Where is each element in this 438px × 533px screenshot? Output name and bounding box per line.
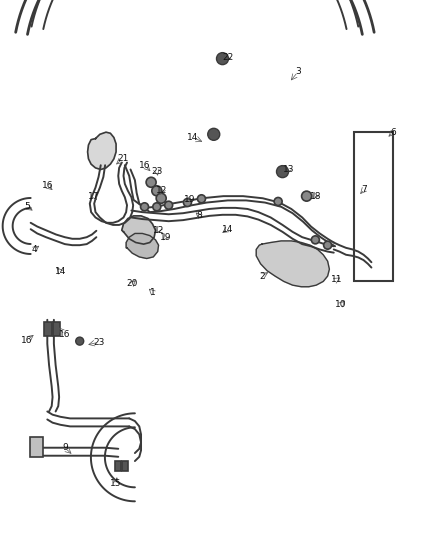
Text: 19: 19 xyxy=(184,196,195,204)
Text: 12: 12 xyxy=(156,187,168,195)
Text: 21: 21 xyxy=(117,155,128,163)
Text: 16: 16 xyxy=(139,161,150,169)
Polygon shape xyxy=(122,216,155,244)
Circle shape xyxy=(216,53,229,64)
Text: 14: 14 xyxy=(222,225,233,233)
Circle shape xyxy=(311,236,319,244)
Text: 20: 20 xyxy=(127,279,138,288)
Text: 16: 16 xyxy=(21,336,33,344)
Circle shape xyxy=(156,193,166,203)
Bar xyxy=(30,437,43,457)
Circle shape xyxy=(76,337,84,345)
Circle shape xyxy=(184,198,191,207)
Text: 22: 22 xyxy=(222,53,233,62)
Text: 16: 16 xyxy=(59,330,71,339)
Text: 23: 23 xyxy=(151,167,162,176)
Text: 2: 2 xyxy=(259,272,265,280)
Text: 8: 8 xyxy=(196,212,202,220)
Bar xyxy=(53,322,60,336)
Text: 5: 5 xyxy=(24,203,30,211)
Circle shape xyxy=(152,186,162,196)
Circle shape xyxy=(165,201,173,209)
Circle shape xyxy=(141,203,148,211)
Text: 14: 14 xyxy=(187,133,198,142)
Bar xyxy=(44,322,52,336)
Circle shape xyxy=(198,195,205,203)
Text: 1: 1 xyxy=(149,288,155,296)
Text: 7: 7 xyxy=(361,185,367,193)
Polygon shape xyxy=(88,132,116,169)
Text: 17: 17 xyxy=(88,192,100,200)
Text: 11: 11 xyxy=(331,276,342,284)
Text: 3: 3 xyxy=(295,68,301,76)
Text: 16: 16 xyxy=(42,181,53,190)
Polygon shape xyxy=(256,241,329,287)
Text: 18: 18 xyxy=(310,192,321,200)
Text: 9: 9 xyxy=(62,443,68,452)
Text: 13: 13 xyxy=(283,165,294,174)
Circle shape xyxy=(324,241,332,249)
Text: 12: 12 xyxy=(153,226,164,235)
Polygon shape xyxy=(126,233,159,259)
Text: 4: 4 xyxy=(32,245,37,254)
Circle shape xyxy=(153,203,161,211)
Text: 10: 10 xyxy=(335,301,346,309)
Bar xyxy=(122,461,128,471)
Circle shape xyxy=(208,128,220,140)
Text: 6: 6 xyxy=(390,128,396,136)
Text: 14: 14 xyxy=(55,268,66,276)
Circle shape xyxy=(276,166,289,177)
Circle shape xyxy=(302,191,311,201)
Bar xyxy=(354,132,393,281)
Bar xyxy=(115,461,121,471)
Text: 15: 15 xyxy=(110,480,122,488)
Circle shape xyxy=(274,197,282,206)
Text: 23: 23 xyxy=(93,338,104,346)
Text: 19: 19 xyxy=(160,233,171,241)
Circle shape xyxy=(146,177,156,187)
